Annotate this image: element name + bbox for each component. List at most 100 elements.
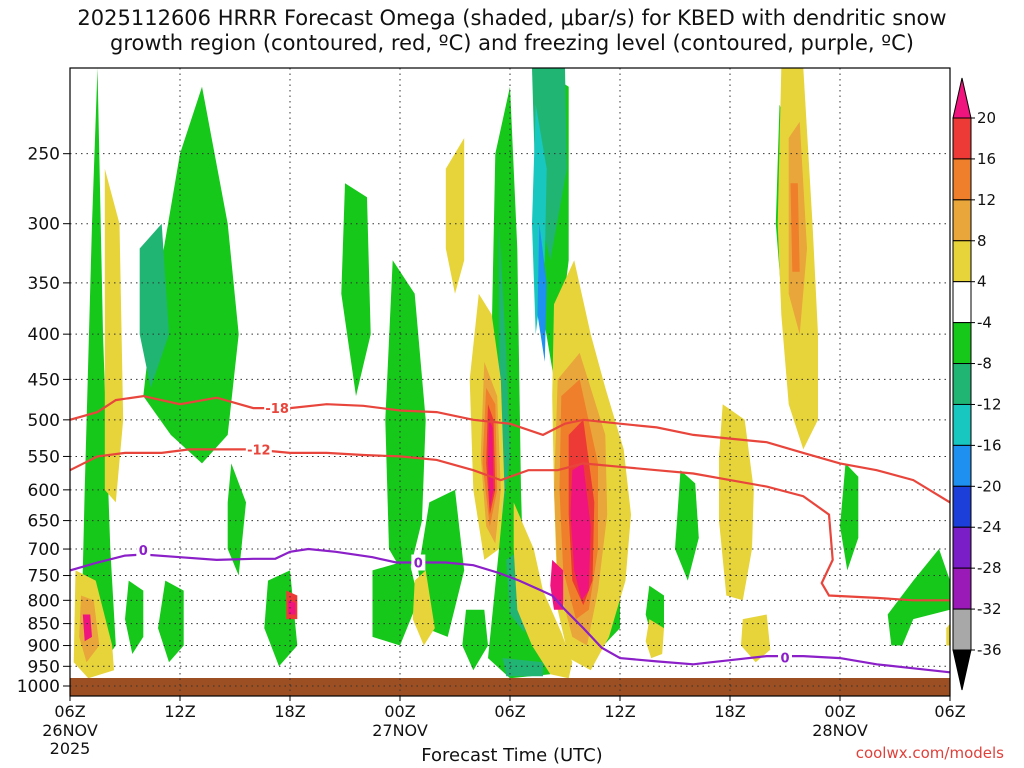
- colorbar-label: 4: [977, 273, 987, 291]
- omega-region--4: [81, 68, 116, 671]
- omega-region--4: [675, 470, 699, 581]
- omega-region--4: [158, 580, 184, 663]
- omega-region-20: [570, 463, 591, 601]
- colorbar-label: -24: [977, 518, 1002, 536]
- y-tick-label: 750: [28, 567, 60, 587]
- dendritic-contour--18: [70, 394, 950, 504]
- colorbar-label: 8: [977, 232, 987, 250]
- y-tick-label: 600: [28, 481, 60, 501]
- x-year-label: 2025: [50, 739, 91, 758]
- colorbar-band: [952, 240, 972, 283]
- chart-title-line1: 2025112606 HRRR Forecast Omega (shaded, …: [77, 6, 947, 30]
- omega-region-4: [946, 623, 950, 646]
- colorbar-band: [952, 281, 972, 324]
- dendritic-contour--12: [70, 448, 950, 602]
- omega-region-4: [719, 404, 754, 601]
- site-watermark: coolwx.com/models: [855, 744, 1004, 762]
- omega-region-4: [445, 138, 465, 294]
- x-tick-label: 18Z: [274, 702, 305, 721]
- contour-lines: -18 -12 0 0 0: [70, 394, 950, 674]
- colorbar-label: -12: [977, 395, 1002, 413]
- colorbar-label: -4: [977, 314, 992, 332]
- y-axis: 2503003504004505005506006507007508008509…: [17, 145, 70, 697]
- colorbar-label: -20: [977, 477, 1002, 495]
- omega-region--4: [125, 580, 144, 654]
- colorbar-band: [952, 322, 972, 365]
- y-tick-label: 450: [28, 370, 60, 390]
- y-tick-label: 700: [28, 540, 60, 560]
- x-tick-label: 06Z: [54, 702, 85, 721]
- omega-region-4: [741, 614, 771, 663]
- freezing-label-bg: [411, 554, 426, 571]
- omega-region--16: [537, 223, 547, 362]
- y-tick-label: 800: [28, 591, 60, 611]
- y-tick-label: 400: [28, 325, 60, 345]
- terrain-ground: [70, 678, 950, 696]
- grid-lines: [70, 68, 950, 696]
- y-tick-label: 1000: [17, 677, 60, 697]
- omega-region--4: [488, 86, 551, 679]
- omega-region-12: [790, 183, 800, 272]
- dendritic-contour-label: -12: [247, 443, 271, 458]
- colorbar-label: 16: [977, 150, 996, 168]
- omega-region-20: [488, 419, 494, 509]
- omega-shading: [73, 68, 950, 679]
- contour-label-bg: [264, 400, 291, 417]
- colorbar-band: [952, 526, 972, 569]
- omega-region--4: [462, 609, 488, 671]
- freezing-level-label: 0: [139, 544, 148, 559]
- omega-region--8: [139, 223, 169, 388]
- omega-region--4: [840, 463, 859, 571]
- colorbar-label: -32: [977, 600, 1002, 618]
- x-tick-label: 12Z: [164, 702, 195, 721]
- colorbar-band: [952, 485, 972, 528]
- x-date-label: 26NOV: [42, 721, 98, 740]
- y-tick-label: 650: [28, 512, 60, 532]
- colorbar: 20 16 12 8 4 -4 -8 -12 -16 -20 -24 -28 -32 -36: [952, 77, 1002, 691]
- x-tick-label: 06Z: [934, 702, 965, 721]
- omega-region-4: [645, 619, 664, 659]
- colorbar-label: 20: [977, 109, 996, 127]
- y-tick-label: 250: [28, 145, 60, 165]
- x-tick-label: 00Z: [384, 702, 415, 721]
- omega-region-4: [412, 570, 435, 646]
- x-tick-label: 18Z: [714, 702, 745, 721]
- omega-region--8: [502, 658, 543, 677]
- y-tick-label: 550: [28, 447, 60, 467]
- colorbar-band: [952, 608, 972, 651]
- omega-region-4: [513, 502, 573, 679]
- omega-region--4: [385, 260, 426, 581]
- chart-title-line2: growth region (contoured, red, ºC) and f…: [110, 31, 914, 55]
- y-tick-label: 900: [28, 637, 60, 657]
- y-tick-label: 950: [28, 657, 60, 677]
- omega-region-20: [288, 600, 296, 615]
- freezing-level-label: 0: [780, 651, 789, 666]
- omega-region--4: [341, 183, 371, 397]
- omega-region--4: [227, 463, 246, 576]
- colorbar-top-triangle: [952, 77, 972, 119]
- y-tick-label: 350: [28, 274, 60, 294]
- colorbar-bottom-triangle: [952, 649, 972, 691]
- omega-region-4: [104, 168, 124, 503]
- omega-region--12: [532, 104, 547, 335]
- colorbar-label: 12: [977, 191, 996, 209]
- x-tick-label: 06Z: [494, 702, 525, 721]
- freezing-label-bg: [778, 649, 792, 666]
- freezing-label-bg: [136, 542, 151, 559]
- omega-region--4: [143, 86, 239, 464]
- y-tick-label: 500: [28, 411, 60, 431]
- colorbar-label: -16: [977, 436, 1002, 454]
- colorbar-band: [952, 403, 972, 446]
- freezing-level-contour: [70, 547, 950, 674]
- colorbar-band: [952, 199, 972, 242]
- x-tick-label: 00Z: [824, 702, 855, 721]
- colorbar-band: [952, 117, 972, 160]
- contour-label-bg: [245, 441, 272, 458]
- colorbar-band: [952, 158, 972, 201]
- omega-region--4: [887, 549, 950, 646]
- colorbar-label: -36: [977, 641, 1002, 659]
- x-date-label: 27NOV: [372, 721, 428, 740]
- omega-region-20: [82, 614, 92, 642]
